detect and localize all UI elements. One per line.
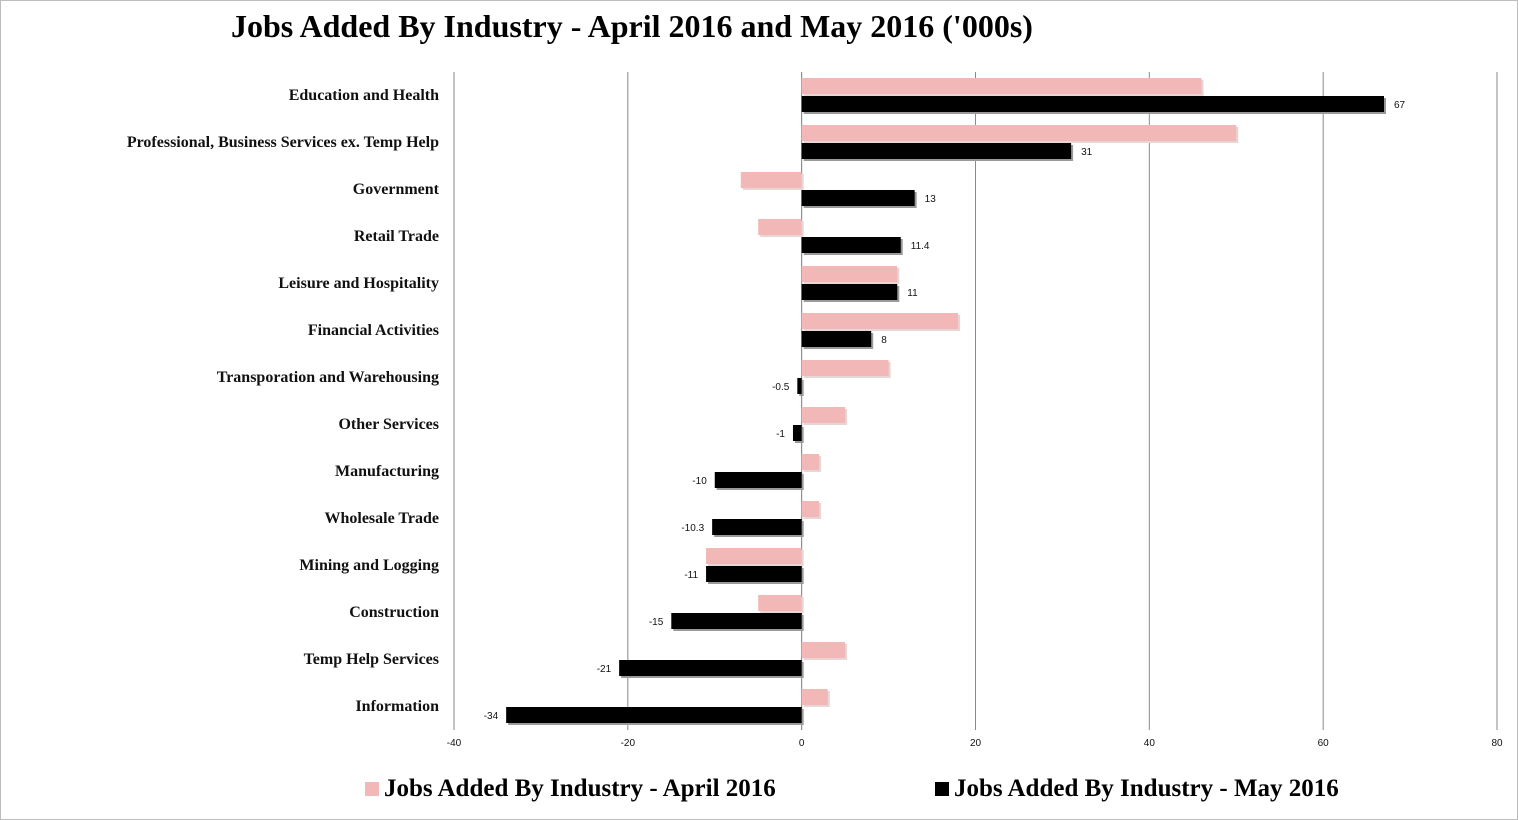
x-tick-label-3: 20 <box>970 738 982 749</box>
data-label-s1-2: 13 <box>925 194 937 205</box>
bar-s1-13 <box>506 707 802 723</box>
bar-s0-13 <box>801 689 828 705</box>
legend: Jobs Added By Industry - April 2016 Jobs… <box>0 775 1518 811</box>
category-label-7: Other Services <box>338 416 439 433</box>
category-label-9: Wholesale Trade <box>324 510 439 527</box>
legend-item-april: Jobs Added By Industry - April 2016 <box>365 775 776 803</box>
bar-chart: -40 -20 0 20 40 60 80 Education and Health 67 Pro… <box>127 72 1503 749</box>
data-label-s1-11: -15 <box>649 617 664 628</box>
category-label-5: Financial Activities <box>308 322 439 339</box>
data-label-s1-3: 11.4 <box>911 241 930 252</box>
legend-item-may: Jobs Added By Industry - May 2016 <box>935 775 1339 803</box>
data-label-s1-7: -1 <box>776 429 785 440</box>
bar-s1-0 <box>801 96 1385 112</box>
data-label-s1-6: -0.5 <box>772 382 790 393</box>
category-label-1: Professional, Business Services ex. Temp… <box>127 134 439 151</box>
bar-s0-1 <box>801 125 1237 141</box>
bar-s0-6 <box>801 360 889 376</box>
bar-s0-12 <box>801 642 846 658</box>
data-label-s1-4: 11 <box>907 288 918 299</box>
x-tick-label-6: 80 <box>1491 738 1503 749</box>
bar-s1-4 <box>801 284 898 300</box>
x-tick-label-5: 60 <box>1318 738 1330 749</box>
bar-s1-3 <box>801 237 901 253</box>
bar-s0-7 <box>801 407 846 423</box>
bar-s0-3 <box>758 219 802 235</box>
category-label-0: Education and Health <box>289 87 439 104</box>
bar-s1-7 <box>792 425 802 441</box>
bar-s1-2 <box>801 190 915 206</box>
data-label-s1-5: 8 <box>881 335 887 346</box>
legend-swatch-may <box>935 782 949 796</box>
data-label-s1-13: -34 <box>484 711 499 722</box>
bar-s1-5 <box>801 331 872 347</box>
x-tick-label-0: -40 <box>447 738 462 749</box>
legend-label-april: Jobs Added By Industry - April 2016 <box>384 775 776 802</box>
x-tick-label-2: 0 <box>799 738 805 749</box>
x-tick-label-1: -20 <box>621 738 636 749</box>
bar-s0-11 <box>758 595 802 611</box>
bar-s1-8 <box>714 472 802 488</box>
bar-s0-2 <box>740 172 802 188</box>
category-label-8: Manufacturing <box>335 463 439 480</box>
data-label-s1-12: -21 <box>597 664 612 675</box>
legend-label-may: Jobs Added By Industry - May 2016 <box>954 775 1339 802</box>
bar-s0-5 <box>801 313 959 329</box>
bar-s1-11 <box>671 613 802 629</box>
data-label-s1-10: -11 <box>684 570 698 581</box>
bar-s1-1 <box>801 143 1072 159</box>
category-label-13: Information <box>355 698 439 715</box>
category-label-11: Construction <box>349 604 439 621</box>
bar-s0-0 <box>801 78 1202 94</box>
category-label-3: Retail Trade <box>354 228 439 245</box>
bar-s0-9 <box>801 501 820 517</box>
data-label-s1-1: 31 <box>1081 147 1093 158</box>
bar-s0-4 <box>801 266 898 282</box>
bar-s1-12 <box>619 660 802 676</box>
category-label-4: Leisure and Hospitality <box>278 275 439 292</box>
category-label-2: Government <box>353 181 440 198</box>
category-label-6: Transporation and Warehousing <box>217 369 439 386</box>
data-label-s1-9: -10.3 <box>681 523 704 534</box>
bar-s0-8 <box>801 454 820 470</box>
bar-s1-6 <box>797 378 802 394</box>
x-tick-label-4: 40 <box>1144 738 1156 749</box>
category-label-12: Temp Help Services <box>304 651 439 668</box>
bar-s1-10 <box>706 566 802 582</box>
bar-s0-10 <box>706 548 802 564</box>
bar-s1-9 <box>712 519 802 535</box>
legend-swatch-april <box>365 782 379 796</box>
data-label-s1-8: -10 <box>692 476 707 487</box>
chart-title: Jobs Added By Industry - April 2016 and … <box>231 8 1033 44</box>
data-label-s1-0: 67 <box>1394 100 1406 111</box>
category-label-10: Mining and Logging <box>299 557 439 574</box>
